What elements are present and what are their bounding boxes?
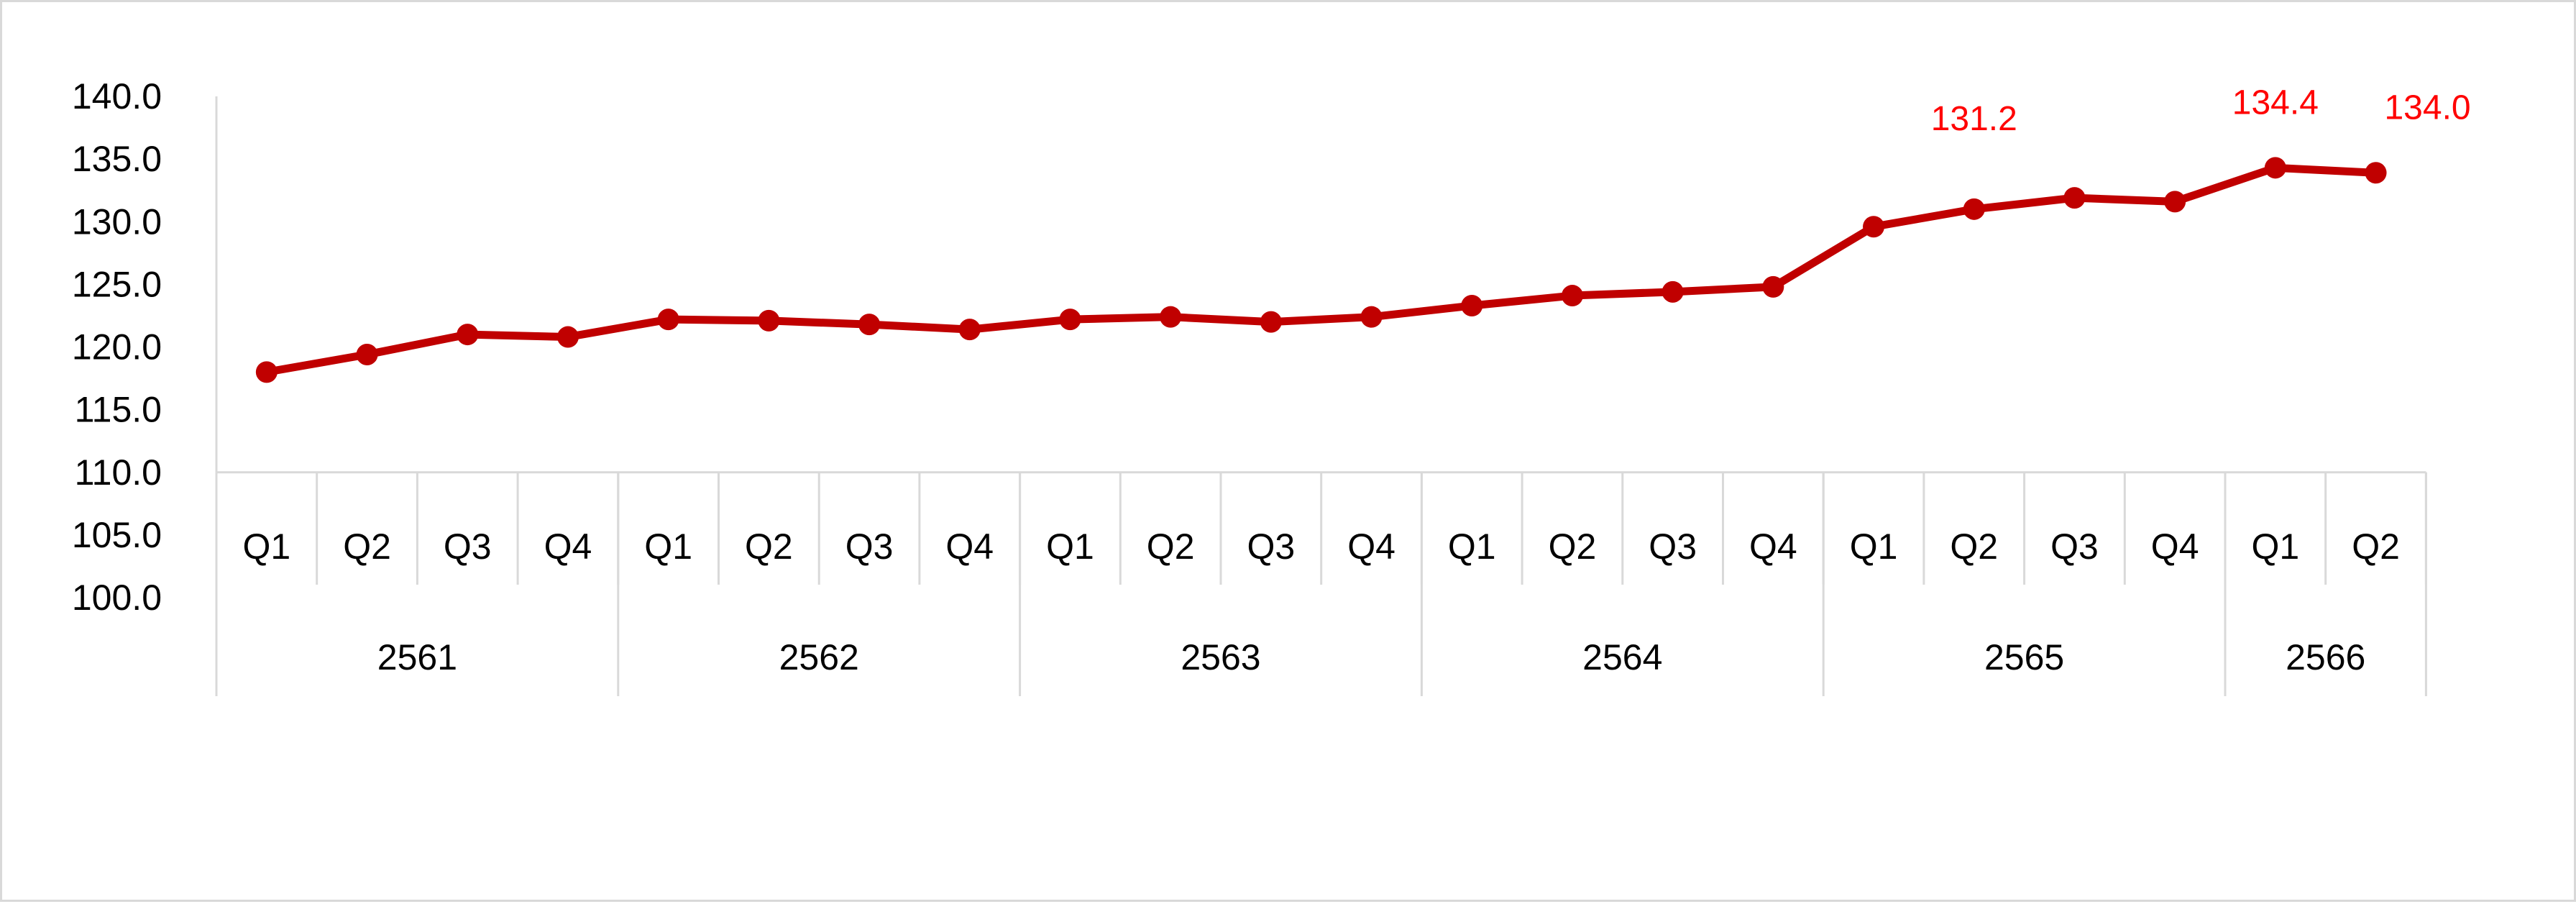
data-point	[1661, 280, 1684, 303]
data-point	[255, 361, 278, 383]
data-point	[1461, 294, 1483, 316]
data-point	[858, 314, 881, 336]
x-tick-label-quarter: Q4	[2151, 526, 2199, 567]
data-label: 131.2	[1931, 100, 2017, 138]
x-tick-label-quarter: Q1	[644, 526, 692, 567]
y-tick-label: 100.0	[72, 577, 162, 618]
data-labels: 131.2 134.4 134.0	[1931, 83, 2471, 138]
x-tick-label-quarter: Q4	[945, 526, 994, 567]
data-point	[1260, 311, 1282, 333]
y-tick-label: 115.0	[75, 390, 162, 430]
data-point	[1963, 198, 1985, 220]
y-axis: 140.0 135.0 130.0 125.0 120.0 115.0 110.0 105.0…	[72, 76, 218, 618]
x-tick-label-year: 2566	[2286, 637, 2365, 677]
y-tick-label: 135.0	[72, 139, 162, 179]
x-tick-label-quarter: Q2	[343, 526, 391, 567]
data-point	[2164, 191, 2186, 213]
y-tick-label: 140.0	[72, 76, 162, 117]
x-tick-label-year: 2561	[377, 637, 457, 677]
x-tick-label-quarter: Q3	[2050, 526, 2099, 567]
data-point	[657, 309, 679, 331]
x-tick-label-quarter: Q3	[1247, 526, 1295, 567]
x-tick-label-quarter: Q1	[1448, 526, 1496, 567]
x-tick-label-quarter: Q2	[1147, 526, 1195, 567]
data-point	[356, 343, 378, 365]
x-tick-label-quarter: Q4	[544, 526, 592, 567]
x-tick-label-year: 2562	[779, 637, 859, 677]
data-point	[1160, 306, 1182, 328]
data-point	[1059, 309, 1081, 331]
x-tick-label-quarter: Q1	[1850, 526, 1898, 567]
y-tick-label: 120.0	[72, 327, 162, 367]
y-tick-label: 105.0	[72, 515, 162, 555]
x-tick-label-quarter: Q1	[2251, 526, 2299, 567]
x-tick-label-quarter: Q3	[444, 526, 492, 567]
x-tick-label-year: 2563	[1181, 637, 1260, 677]
data-point	[2264, 157, 2286, 179]
data-point	[1561, 285, 1583, 307]
x-tick-label-quarter: Q3	[845, 526, 894, 567]
data-point	[457, 324, 479, 346]
data-point	[2063, 187, 2086, 209]
x-axis: Q1 Q2 Q3 Q4 Q1 Q2 Q3 Q4 Q1 Q2 Q3 Q4 Q1 Q2 Q3 Q4 Q1 Q2 Q3 Q4…	[215, 471, 2427, 696]
x-tick-label-year: 2564	[1582, 637, 1662, 677]
data-point	[758, 309, 780, 332]
data-point	[556, 326, 579, 348]
data-label: 134.0	[2384, 88, 2470, 127]
x-tick-label-quarter: Q2	[745, 526, 793, 567]
data-point	[958, 319, 981, 341]
x-tick-label-quarter: Q2	[1950, 526, 1998, 567]
y-tick-label: 125.0	[72, 264, 162, 304]
y-tick-label: 110.0	[75, 452, 162, 493]
data-label: 134.4	[2232, 83, 2319, 122]
data-point	[2365, 162, 2387, 184]
x-tick-label-year: 2565	[1984, 637, 2064, 677]
x-tick-label-quarter: Q2	[1549, 526, 1597, 567]
x-tick-label-quarter: Q4	[1749, 526, 1797, 567]
x-tick-label-quarter: Q3	[1649, 526, 1697, 567]
data-point	[1360, 306, 1383, 328]
x-tick-label-quarter: Q4	[1347, 526, 1395, 567]
data-point	[1762, 275, 1784, 298]
series-line	[262, 163, 2380, 376]
series-line-group	[255, 157, 2387, 383]
x-tick-label-quarter: Q1	[242, 526, 290, 567]
x-tick-label-quarter: Q1	[1046, 526, 1094, 567]
y-tick-label: 130.0	[72, 201, 162, 242]
data-point	[1863, 216, 1885, 238]
x-tick-label-quarter: Q2	[2352, 526, 2400, 567]
